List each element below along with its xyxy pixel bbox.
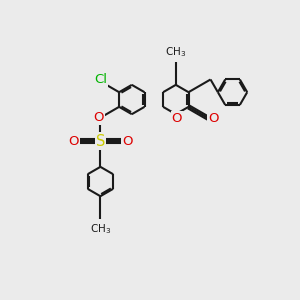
Text: O: O: [208, 112, 219, 125]
Text: Cl: Cl: [94, 73, 107, 86]
Text: CH$_3$: CH$_3$: [90, 223, 111, 236]
Text: O: O: [68, 134, 79, 148]
Text: CH$_3$: CH$_3$: [165, 45, 186, 58]
Text: O: O: [122, 134, 132, 148]
Text: O: O: [172, 112, 182, 124]
Text: O: O: [93, 111, 104, 124]
Text: S: S: [96, 134, 105, 148]
